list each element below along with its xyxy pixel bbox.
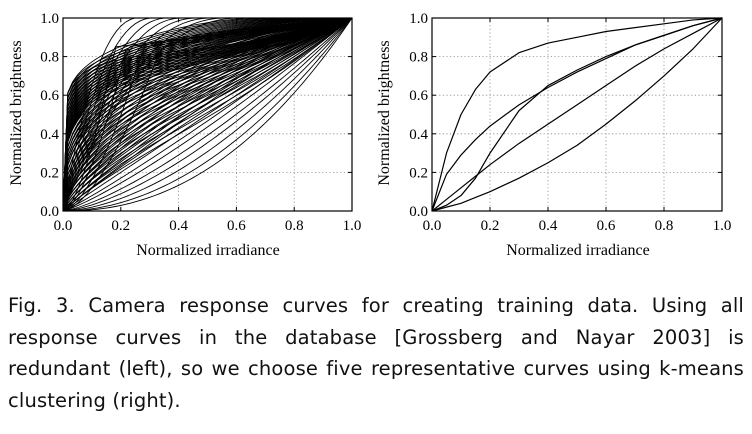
left-x-tick-label: 0.6	[227, 218, 246, 234]
right-x-tick-labels: 0.0 0.2 0.4 0.6 0.8 1.0	[423, 218, 732, 234]
left-db-curve	[62, 17, 353, 212]
left-response-curves	[62, 17, 353, 212]
left-y-tick-labels: 0.0 0.2 0.4 0.6 0.8 1.0	[40, 11, 59, 220]
left-y-tick-label: 0.4	[40, 127, 59, 143]
left-db-curve	[62, 17, 353, 212]
left-db-curve	[62, 17, 353, 212]
right-x-tick-label: 1.0	[713, 218, 732, 234]
left-y-tick-label: 0.8	[40, 50, 59, 66]
right-y-tick-label: 0.6	[409, 88, 428, 104]
left-db-curve	[62, 17, 353, 212]
caption-label: Fig. 3.	[8, 294, 75, 317]
left-x-tick-labels: 0.0 0.2 0.4 0.6 0.8 1.0	[54, 218, 362, 234]
left-db-curve	[62, 17, 353, 212]
left-db-curve	[62, 17, 353, 212]
left-db-curve	[62, 17, 353, 212]
right-series-curve-3	[431, 17, 723, 212]
right-x-axis-label: Normalized irradiance	[506, 242, 649, 259]
left-db-curve	[62, 17, 353, 212]
left-db-curve	[62, 17, 353, 212]
right-y-tick-label: 0.8	[409, 50, 428, 66]
left-db-curve	[62, 17, 353, 212]
left-db-curve	[62, 17, 353, 212]
left-db-curve	[62, 17, 353, 212]
left-db-curve	[62, 17, 353, 212]
left-y-tick-label: 1.0	[40, 11, 59, 27]
left-db-curve	[62, 17, 353, 212]
figure-caption: Fig. 3. Camera response curves for creat…	[8, 290, 744, 416]
right-y-tick-label: 1.0	[409, 11, 428, 27]
left-db-curve	[62, 17, 353, 212]
left-db-curve-s	[62, 17, 353, 212]
left-db-curve	[62, 17, 353, 212]
left-y-tick-label: 0.6	[40, 88, 59, 104]
left-db-curve	[62, 17, 353, 212]
left-db-curve	[62, 17, 353, 212]
left-db-curve-s	[62, 17, 353, 212]
right-chart-panel: 0.0 0.2 0.4 0.6 0.8 1.0 0.0 0.2 0.4 0.6 0.8 1.0 No…	[376, 11, 731, 259]
right-series-curve-5	[431, 17, 723, 212]
left-y-axis-label: Normalized brightness	[8, 40, 25, 185]
left-plot-frame	[62, 17, 353, 212]
left-db-curve	[62, 17, 353, 212]
left-db-curve	[62, 17, 353, 212]
left-db-curve	[62, 17, 353, 212]
right-plot-frame	[431, 17, 723, 212]
left-db-curve	[62, 17, 353, 212]
right-y-axis-label: Normalized brightness	[376, 40, 393, 185]
left-db-curve	[62, 17, 353, 212]
right-x-tick-label: 0.4	[539, 218, 558, 234]
right-series-curve-2	[431, 17, 723, 212]
left-y-tick-label: 0.0	[40, 204, 59, 220]
left-x-tick-label: 0.2	[111, 218, 130, 234]
left-chart-panel: 0.0 0.2 0.4 0.6 0.8 1.0 0.0 0.2 0.4 0.6 0.8 1.0 No…	[8, 11, 361, 259]
left-db-curve	[62, 17, 353, 212]
right-gridlines	[432, 18, 722, 211]
left-db-curve	[62, 17, 353, 212]
left-db-curve	[62, 17, 353, 212]
left-x-axis-label: Normalized irradiance	[136, 242, 279, 259]
right-x-tick-label: 0.6	[597, 218, 616, 234]
left-db-curve	[62, 17, 353, 212]
right-y-tick-labels: 0.0 0.2 0.4 0.6 0.8 1.0	[409, 11, 428, 220]
left-db-curve	[62, 17, 353, 212]
figure: 0.0 0.2 0.4 0.6 0.8 1.0 0.0 0.2 0.4 0.6 0.8 1.0 No…	[8, 11, 731, 259]
left-db-curve	[62, 17, 353, 212]
caption-text: Camera response curves for creating trai…	[8, 294, 744, 412]
left-y-tick-label: 0.2	[40, 165, 59, 181]
right-series-curve-1	[431, 17, 723, 212]
right-y-tick-label: 0.4	[409, 127, 428, 143]
right-y-tick-label: 0.2	[409, 165, 428, 181]
right-y-tick-label: 0.0	[409, 204, 428, 220]
right-response-curves	[431, 17, 723, 212]
right-x-tick-label: 0.8	[655, 218, 674, 234]
left-db-curve	[62, 17, 353, 212]
left-db-curve-s	[62, 17, 353, 212]
left-db-curve	[62, 17, 353, 212]
left-x-tick-label: 1.0	[343, 218, 362, 234]
right-series-curve-4	[431, 17, 723, 212]
right-x-tick-label: 0.2	[481, 218, 500, 234]
right-tick-marks	[431, 17, 723, 212]
right-x-tick-label: 0.0	[423, 218, 442, 234]
left-db-curve	[62, 17, 353, 212]
left-tick-marks	[62, 17, 353, 212]
left-x-tick-label: 0.8	[285, 218, 304, 234]
left-x-tick-label: 0.0	[54, 218, 73, 234]
left-x-tick-label: 0.4	[169, 218, 188, 234]
left-db-curve	[62, 17, 353, 212]
